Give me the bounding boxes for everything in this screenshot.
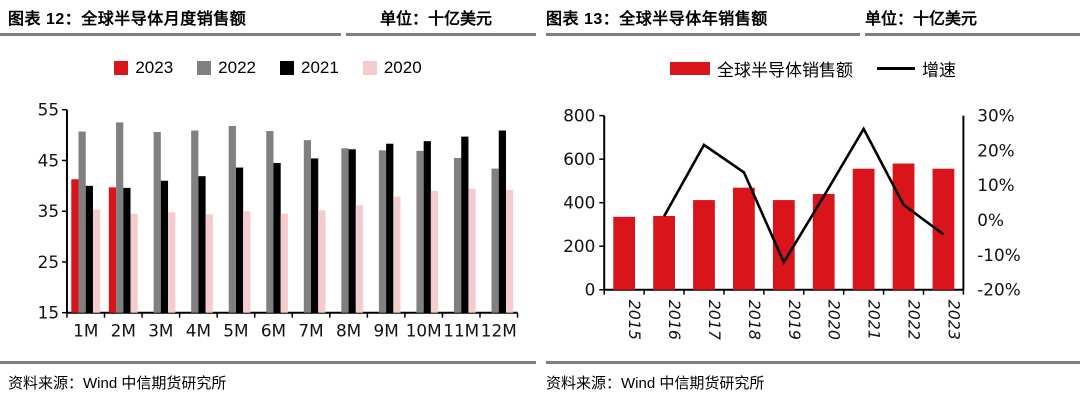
svg-text:8M: 8M xyxy=(336,320,361,340)
svg-text:400: 400 xyxy=(563,193,595,213)
svg-text:-10%: -10% xyxy=(977,245,1020,265)
svg-text:200: 200 xyxy=(563,236,595,256)
legend-item-growth: 增速 xyxy=(877,56,956,81)
figure-12-source: 资料来源：Wind 中信期货研究所 xyxy=(0,361,536,403)
bars-sales xyxy=(613,163,955,290)
legend-label-sales: 全球半导体销售额 xyxy=(717,60,853,80)
svg-text:10%: 10% xyxy=(977,175,1014,195)
figure-13-title: 图表 13：全球半导体年销售额 xyxy=(546,5,860,36)
figure-13: 图表 13：全球半导体年销售额 单位：十亿美元 全球半导体销售额 增速 0 200 4… xyxy=(540,0,1080,403)
bars-2020 xyxy=(92,188,514,313)
figure-13-header: 图表 13：全球半导体年销售额 单位：十亿美元 xyxy=(546,0,1080,36)
svg-text:30%: 30% xyxy=(977,106,1014,126)
svg-text:600: 600 xyxy=(563,149,595,169)
legend-swatch-2022 xyxy=(197,60,212,75)
legend-label-2021: 2021 xyxy=(301,57,339,77)
svg-text:2020: 2020 xyxy=(825,300,844,340)
monthly-semiconductor-sales-chart: 15 25 35 45 55 1M 2M 3M 4M 5M 6M 7M 8M 9M 10M 11M 12M xyxy=(38,99,519,340)
tick-marks xyxy=(62,108,519,318)
right-axis-labels: -20% -10% 0% 10% 20% 30% xyxy=(977,106,1020,300)
svg-text:800: 800 xyxy=(563,106,595,126)
svg-text:1M: 1M xyxy=(73,320,98,340)
legend-item-2023: 2023 xyxy=(114,58,173,78)
svg-text:2018: 2018 xyxy=(745,300,764,340)
legend-swatch-growth xyxy=(877,66,915,70)
svg-text:4M: 4M xyxy=(186,320,211,340)
svg-text:35: 35 xyxy=(38,201,59,221)
legend-swatch-2021 xyxy=(280,60,294,75)
svg-text:10M: 10M xyxy=(406,320,442,340)
svg-text:2023: 2023 xyxy=(944,300,963,340)
bars-2022 xyxy=(78,122,499,313)
x-axis-labels: 2015 2016 2017 2018 2019 2020 2021 2022 2023 xyxy=(625,300,963,340)
legend-item-2020: 2020 xyxy=(362,57,422,78)
svg-text:2021: 2021 xyxy=(865,300,884,340)
legend-label-2023: 2023 xyxy=(135,57,174,77)
tick-marks xyxy=(599,114,965,295)
legend-label-2020: 2020 xyxy=(383,57,422,77)
svg-text:3M: 3M xyxy=(148,320,173,340)
y-axis-labels: 15 25 35 45 55 xyxy=(38,99,59,322)
legend-label-growth: 增速 xyxy=(922,60,956,80)
legend-swatch-2020 xyxy=(362,60,377,75)
svg-text:5M: 5M xyxy=(223,320,248,340)
svg-text:-20%: -20% xyxy=(977,280,1020,300)
x-axis-labels: 1M 2M 3M 4M 5M 6M 7M 8M 9M 10M 11M 12M xyxy=(73,320,517,340)
figure-12: 图表 12：全球半导体月度销售额 单位：十亿美元 2023 2022 2021 202… xyxy=(0,0,536,403)
svg-text:2022: 2022 xyxy=(904,300,923,340)
bars-2023 xyxy=(71,178,117,313)
annual-chart-legend: 全球半导体销售额 增速 xyxy=(546,56,1080,80)
legend-item-2021: 2021 xyxy=(280,58,339,78)
svg-text:2019: 2019 xyxy=(785,300,804,340)
monthly-chart-legend: 2023 2022 2021 2020 xyxy=(0,56,536,80)
svg-text:2M: 2M xyxy=(111,320,136,340)
svg-text:0: 0 xyxy=(585,280,596,300)
figure-13-source: 资料来源：Wind 中信期货研究所 xyxy=(546,361,1080,403)
bars-2021 xyxy=(85,130,506,313)
svg-text:20%: 20% xyxy=(977,140,1014,160)
svg-text:11M: 11M xyxy=(443,320,479,340)
svg-text:55: 55 xyxy=(38,99,59,119)
svg-text:0%: 0% xyxy=(977,210,1004,230)
svg-text:2017: 2017 xyxy=(705,300,724,340)
annual-semiconductor-sales-chart: 0 200 400 600 800 -20% -10% 0% 10% 20% 30% 2015 2016… xyxy=(563,106,1020,340)
svg-text:2015: 2015 xyxy=(625,300,644,340)
figure-13-unit: 单位：十亿美元 xyxy=(865,5,1080,36)
svg-text:2016: 2016 xyxy=(665,300,684,340)
svg-text:12M: 12M xyxy=(481,320,517,340)
legend-item-sales: 全球半导体销售额 xyxy=(670,56,853,81)
legend-swatch-2023 xyxy=(114,60,129,75)
legend-label-2022: 2022 xyxy=(218,57,256,77)
svg-text:7M: 7M xyxy=(298,320,323,340)
growth-line xyxy=(662,126,945,266)
svg-text:25: 25 xyxy=(38,252,59,272)
svg-text:15: 15 xyxy=(38,302,59,322)
legend-item-2022: 2022 xyxy=(197,58,256,78)
figure-12-unit: 单位：十亿美元 xyxy=(346,5,536,36)
svg-text:45: 45 xyxy=(38,150,59,170)
svg-text:9M: 9M xyxy=(374,320,399,340)
figure-12-title: 图表 12：全球半导体月度销售额 xyxy=(0,5,341,36)
left-axis-labels: 0 200 400 600 800 xyxy=(563,106,595,300)
figure-12-header: 图表 12：全球半导体月度销售额 单位：十亿美元 xyxy=(0,0,536,36)
legend-swatch-sales xyxy=(670,61,710,75)
svg-text:6M: 6M xyxy=(261,320,286,340)
